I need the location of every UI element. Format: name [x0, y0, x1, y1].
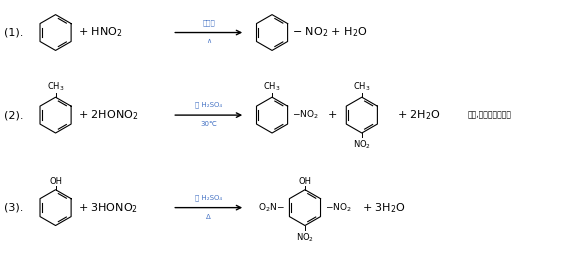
Text: $-$NO$_2$: $-$NO$_2$	[292, 109, 319, 121]
Text: 浓硫酸: 浓硫酸	[203, 19, 215, 26]
Text: ∧: ∧	[206, 39, 211, 45]
Text: (2).: (2).	[4, 110, 23, 120]
Text: CH$_3$: CH$_3$	[47, 81, 65, 93]
Text: Δ: Δ	[206, 214, 211, 220]
Text: $+$ 3H$_2$O: $+$ 3H$_2$O	[362, 201, 405, 215]
Text: O$_2$N$-$: O$_2$N$-$	[258, 201, 285, 214]
Text: （邻,对位产物为主）: （邻,对位产物为主）	[468, 111, 512, 120]
Text: $+$ 2HONO$_2$: $+$ 2HONO$_2$	[77, 108, 138, 122]
Text: $-$ NO$_2$ + H$_2$O: $-$ NO$_2$ + H$_2$O	[292, 26, 367, 39]
Text: $+$ 3HONO$_2$: $+$ 3HONO$_2$	[77, 201, 137, 215]
Text: NO$_2$: NO$_2$	[353, 139, 371, 151]
Text: 浓 H₂SO₄: 浓 H₂SO₄	[195, 102, 222, 108]
Text: OH: OH	[49, 177, 62, 186]
Text: 30℃: 30℃	[200, 121, 217, 127]
Text: CH$_3$: CH$_3$	[353, 81, 370, 93]
Text: OH: OH	[298, 177, 312, 186]
Text: (1).: (1).	[4, 28, 23, 38]
Text: + HNO$_2$: + HNO$_2$	[77, 26, 122, 39]
Text: $-$NO$_2$: $-$NO$_2$	[325, 201, 352, 214]
Text: (3).: (3).	[4, 202, 23, 212]
Text: $+$ 2H$_2$O: $+$ 2H$_2$O	[397, 108, 440, 122]
Text: +: +	[328, 110, 338, 120]
Text: CH$_3$: CH$_3$	[264, 81, 281, 93]
Text: NO$_2$: NO$_2$	[296, 231, 314, 244]
Text: 浓 H₂SO₄: 浓 H₂SO₄	[195, 194, 222, 201]
